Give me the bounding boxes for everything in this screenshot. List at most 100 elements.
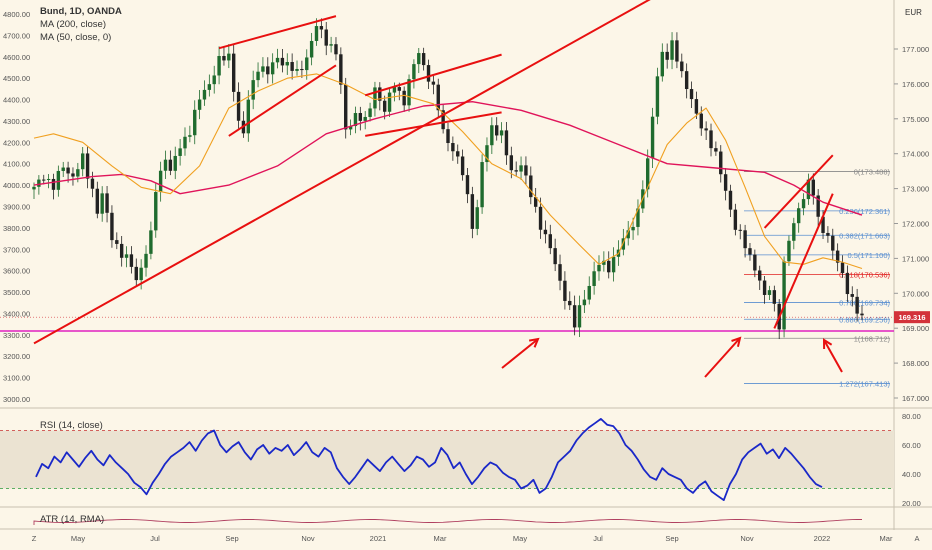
left-axis-tick: 4500.00 xyxy=(3,74,30,83)
right-axis-tick: 173.000 xyxy=(902,185,929,194)
candle-body xyxy=(519,165,523,172)
candle-body xyxy=(417,53,421,65)
candle-body xyxy=(139,267,143,281)
x-axis-tick: May xyxy=(513,534,527,543)
candle-body xyxy=(548,234,552,249)
candle-body xyxy=(689,89,694,100)
candle-body xyxy=(290,62,294,71)
left-axis-tick: 4400.00 xyxy=(3,96,30,105)
trendline xyxy=(773,193,834,329)
candle-body xyxy=(762,280,767,295)
candle-body xyxy=(188,135,192,137)
candle-body xyxy=(485,145,489,163)
candle-body xyxy=(163,159,168,171)
fib-level-label: 0.236(172.361) xyxy=(839,207,890,216)
candle-body xyxy=(543,229,548,235)
legend-ma200: MA (200, close) xyxy=(40,19,106,30)
candle-body xyxy=(251,80,255,100)
candle-body xyxy=(46,178,51,180)
x-axis-tick: Jul xyxy=(150,534,160,543)
candle-body xyxy=(32,186,36,190)
rsi-axis-tick: 60.00 xyxy=(902,441,921,450)
fib-level-label: 1.272(167.413) xyxy=(839,380,890,389)
candle-body xyxy=(66,167,70,174)
candle-body xyxy=(650,116,655,159)
left-axis-tick: 3800.00 xyxy=(3,224,30,233)
candle-body xyxy=(217,56,221,76)
left-axis-tick: 3100.00 xyxy=(3,374,30,383)
candle-body xyxy=(158,170,163,193)
candle-body xyxy=(202,89,207,100)
candle-body xyxy=(514,170,518,172)
candle-body xyxy=(748,248,752,255)
right-axis-tick: 169.000 xyxy=(902,324,929,333)
candle-body xyxy=(71,173,75,177)
candle-body xyxy=(227,53,231,61)
candle-body xyxy=(129,254,134,267)
candle-body xyxy=(451,143,455,152)
candle-body xyxy=(295,68,299,71)
candle-body xyxy=(124,254,129,258)
candle-body xyxy=(587,285,591,300)
candle-body xyxy=(378,87,382,101)
candle-body xyxy=(456,151,460,157)
candle-body xyxy=(363,116,367,121)
candle-body xyxy=(826,232,830,236)
fib-level-label: 1(168.712) xyxy=(854,334,891,343)
last-price-tag xyxy=(894,311,930,324)
candle-body xyxy=(860,313,864,316)
fib-level-label: 0.5(171.100) xyxy=(847,251,890,260)
left-axis-tick: 4000.00 xyxy=(3,181,30,190)
left-axis-tick: 3500.00 xyxy=(3,288,30,297)
candle-body xyxy=(490,125,494,146)
left-axis-tick: 3400.00 xyxy=(3,309,30,318)
candle-body xyxy=(504,130,509,156)
candle-body xyxy=(480,162,484,208)
arrow-head xyxy=(528,337,540,348)
fib-level-label: 0.786(169.734) xyxy=(839,299,890,308)
left-axis-tick: 4600.00 xyxy=(3,53,30,62)
candle-body xyxy=(270,62,275,75)
fib-level-label: 0.618(170.536) xyxy=(839,271,890,280)
trendline xyxy=(218,15,337,50)
candle-body xyxy=(840,262,845,274)
right-axis-tick: 168.000 xyxy=(902,359,929,368)
x-axis-tick: A xyxy=(914,534,919,543)
candle-body xyxy=(334,44,338,55)
arrow-shaft xyxy=(704,337,741,378)
ma50-line xyxy=(33,73,863,270)
candle-body xyxy=(665,51,669,60)
legend-symbol: Bund, 1D, OANDA xyxy=(40,6,122,17)
candle-body xyxy=(806,179,811,200)
candle-body xyxy=(670,40,674,60)
candle-body xyxy=(743,230,747,249)
candle-body xyxy=(119,243,124,258)
candle-body xyxy=(261,66,265,72)
candle-body xyxy=(758,270,762,281)
candle-body xyxy=(95,188,100,214)
candle-body xyxy=(339,54,343,85)
trendline xyxy=(228,64,337,137)
candle-body xyxy=(699,113,703,129)
right-axis-tick: 172.000 xyxy=(902,220,929,229)
candle-body xyxy=(733,209,738,230)
ma200-line xyxy=(33,101,863,216)
currency-label: EUR xyxy=(905,8,922,17)
candle-body xyxy=(524,165,528,176)
x-axis-tick: 2021 xyxy=(370,534,387,543)
candle-body xyxy=(655,76,660,117)
candle-body xyxy=(436,84,440,111)
candle-body xyxy=(709,130,713,149)
candle-body xyxy=(115,240,119,244)
candle-body xyxy=(305,57,309,71)
candle-body xyxy=(56,170,61,190)
candle-body xyxy=(538,206,543,230)
left-axis-tick: 4800.00 xyxy=(3,10,30,19)
right-axis-tick: 171.000 xyxy=(902,254,929,263)
rsi-axis-tick: 20.00 xyxy=(902,499,921,508)
candle-body xyxy=(231,53,236,92)
candle-body xyxy=(553,248,557,265)
right-axis-tick: 175.000 xyxy=(902,115,929,124)
legend-atr: ATR (14, RMA) xyxy=(40,514,105,525)
